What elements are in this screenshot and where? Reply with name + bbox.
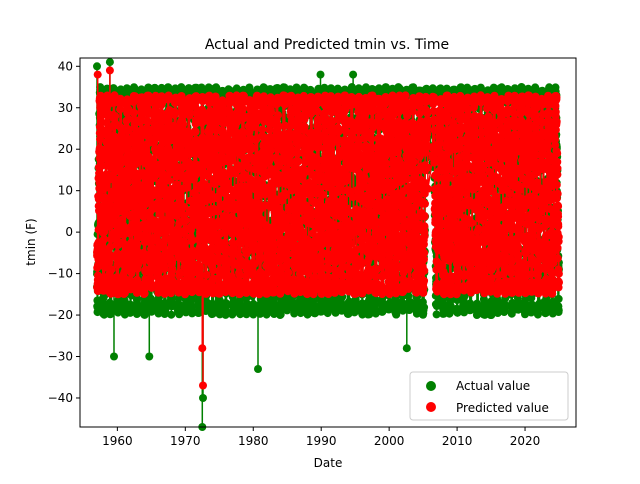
data-point bbox=[222, 301, 231, 310]
data-point bbox=[181, 308, 190, 317]
data-point bbox=[243, 309, 251, 318]
data-point bbox=[314, 84, 323, 93]
data-point bbox=[110, 352, 118, 361]
chart-title: Actual and Predicted tmin vs. Time bbox=[205, 37, 449, 53]
data-point bbox=[316, 70, 325, 79]
data-point bbox=[239, 85, 248, 94]
data-point bbox=[420, 303, 429, 312]
data-point bbox=[167, 310, 176, 319]
data-point bbox=[93, 62, 101, 71]
data-point bbox=[331, 308, 340, 317]
data-point bbox=[147, 303, 156, 311]
data-point bbox=[245, 87, 254, 96]
data-point bbox=[126, 308, 135, 317]
data-point bbox=[105, 58, 114, 67]
data-point bbox=[145, 352, 154, 361]
data-point bbox=[349, 70, 358, 79]
data-point bbox=[199, 394, 207, 402]
data-point bbox=[254, 365, 262, 373]
data-point bbox=[187, 295, 196, 304]
data-point bbox=[256, 304, 265, 312]
data-point bbox=[402, 344, 411, 353]
data-point bbox=[324, 304, 333, 313]
data-point bbox=[157, 83, 166, 92]
data-point bbox=[212, 84, 221, 93]
data-point bbox=[310, 303, 319, 312]
